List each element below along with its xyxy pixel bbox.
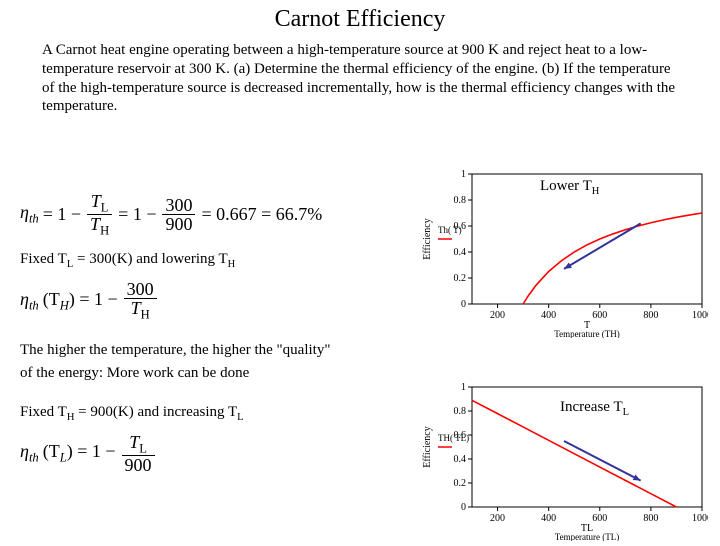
svg-text:600: 600 [592, 513, 607, 524]
svg-text:Efficiency: Efficiency [422, 426, 433, 467]
svg-text:Th( T): Th( T) [438, 225, 462, 235]
svg-text:0: 0 [461, 299, 466, 310]
annot-increase-tl: Increase TL [560, 399, 629, 418]
svg-text:Efficiency: Efficiency [422, 218, 433, 259]
svg-text:1000: 1000 [692, 513, 708, 524]
equations-column: ηth = 1 − TLTH = 1 − 300900 = 0.667 = 66… [20, 186, 390, 480]
svg-text:0.4: 0.4 [454, 247, 467, 258]
svg-text:0.2: 0.2 [454, 273, 467, 284]
fixed-th-text: Fixed TH = 900(K) and increasing TL [20, 404, 390, 423]
problem-text: A Carnot heat engine operating between a… [42, 41, 678, 116]
page-title: Carnot Efficiency [0, 6, 720, 33]
svg-text:0.4: 0.4 [454, 454, 467, 465]
svg-text:0.8: 0.8 [454, 195, 467, 206]
svg-text:200: 200 [490, 513, 505, 524]
quality-line1: The higher the temperature, the higher t… [20, 342, 390, 359]
eq-efficiency-tl: ηth (TL) = 1 − TL900 [20, 433, 390, 474]
svg-text:200: 200 [490, 310, 505, 321]
eq-efficiency-th: ηth (TH) = 1 − 300TH [20, 280, 390, 321]
svg-text:400: 400 [541, 310, 556, 321]
svg-text:1: 1 [461, 382, 466, 393]
svg-text:800: 800 [643, 513, 658, 524]
svg-text:0.8: 0.8 [454, 406, 467, 417]
svg-text:600: 600 [592, 310, 607, 321]
svg-text:0: 0 [461, 502, 466, 513]
quality-line2: of the energy: More work can be done [20, 365, 390, 382]
eq-efficiency-numeric: ηth = 1 − TLTH = 1 − 300900 = 0.667 = 66… [20, 192, 390, 237]
annot-lower-th: Lower TH [540, 178, 599, 197]
svg-text:800: 800 [643, 310, 658, 321]
svg-text:TH( TL): TH( TL) [438, 433, 469, 443]
fixed-tl-text: Fixed TL = 300(K) and lowering TH [20, 251, 390, 270]
svg-text:400: 400 [541, 513, 556, 524]
svg-text:1: 1 [461, 169, 466, 180]
svg-text:Temperature (TH): Temperature (TH) [554, 329, 620, 338]
svg-text:1000: 1000 [692, 310, 708, 321]
svg-text:0.2: 0.2 [454, 478, 467, 489]
